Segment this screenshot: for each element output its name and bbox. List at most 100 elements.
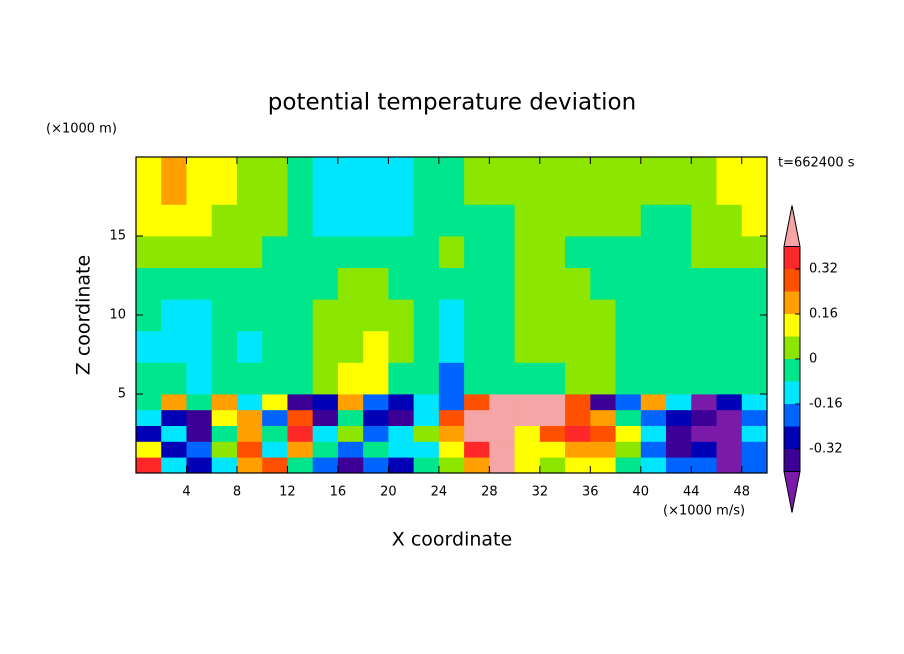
contour-cell xyxy=(312,362,339,395)
contour-cell xyxy=(211,157,238,205)
contour-cell xyxy=(464,204,490,237)
contour-cell xyxy=(741,457,768,474)
contour-cell xyxy=(388,236,415,268)
contour-cell xyxy=(136,409,162,426)
contour-cell xyxy=(565,457,591,474)
contour-cell xyxy=(186,425,213,442)
colorbar-tick-label: -0.32 xyxy=(809,442,843,457)
contour-cell xyxy=(640,394,667,411)
contour-cell xyxy=(716,299,743,332)
contour-cell xyxy=(388,457,415,474)
contour-cell xyxy=(287,204,314,237)
contour-cell xyxy=(211,362,238,395)
contour-cell xyxy=(489,457,515,474)
contour-cell xyxy=(262,299,288,332)
colorbar-segment xyxy=(784,291,800,314)
contour-cell xyxy=(590,362,616,395)
contour-cell xyxy=(514,204,541,237)
contour-cell xyxy=(413,330,440,363)
contour-cell xyxy=(312,204,339,237)
contour-cell xyxy=(489,441,515,458)
contour-cell xyxy=(716,157,743,205)
contour-cell xyxy=(438,157,465,205)
contour-cell xyxy=(136,204,162,237)
contour-cell xyxy=(161,409,187,426)
contour-cell xyxy=(262,409,288,426)
contour-cell xyxy=(666,457,692,474)
contour-cell xyxy=(741,330,768,363)
contour-cell xyxy=(211,204,238,237)
x-tick-label: 24 xyxy=(431,485,448,500)
contour-cell xyxy=(287,299,314,332)
contour-cell xyxy=(539,204,566,237)
contour-cell xyxy=(590,267,616,300)
contour-cell xyxy=(565,441,591,458)
colorbar-tick-label: 0.16 xyxy=(809,307,838,322)
contour-cell xyxy=(186,236,213,268)
contour-cell xyxy=(489,204,515,237)
contour-cell xyxy=(615,267,642,300)
contour-cell xyxy=(691,299,717,332)
contour-cell xyxy=(438,457,465,474)
contour-cell xyxy=(590,330,616,363)
time-annotation: t=662400 s xyxy=(778,156,855,171)
contour-cell xyxy=(388,441,415,458)
contour-cell xyxy=(438,236,465,268)
contour-cell xyxy=(312,157,339,205)
colorbar-segment xyxy=(784,404,800,427)
contour-cell xyxy=(640,204,667,237)
contour-cell xyxy=(666,267,692,300)
contour-cell xyxy=(211,457,238,474)
contour-cell xyxy=(287,157,314,205)
contour-cell xyxy=(539,425,566,442)
y-tick-label: 15 xyxy=(109,229,126,244)
contour-cell xyxy=(161,330,187,363)
colorbar-extend-low xyxy=(783,471,801,513)
contour-cell xyxy=(413,457,440,474)
contour-cell xyxy=(489,394,515,411)
contour-cell xyxy=(211,425,238,442)
contour-cell xyxy=(514,330,541,363)
contour-cell xyxy=(287,409,314,426)
contour-cell xyxy=(565,330,591,363)
contour-cell xyxy=(363,362,389,395)
contour-cell xyxy=(363,267,389,300)
contour-cell xyxy=(464,299,490,332)
contour-cell xyxy=(565,267,591,300)
contour-cell xyxy=(161,236,187,268)
contour-cell xyxy=(413,299,440,332)
contour-cell xyxy=(312,394,339,411)
contour-cell xyxy=(514,299,541,332)
contour-cell xyxy=(741,157,768,205)
contour-cell xyxy=(136,441,162,458)
contour-cell xyxy=(741,425,768,442)
contour-cell xyxy=(287,236,314,268)
contour-cell xyxy=(464,425,490,442)
contour-cell xyxy=(464,362,490,395)
contour-cell xyxy=(287,425,314,442)
chart-title: potential temperature deviation xyxy=(268,90,636,116)
contour-cell xyxy=(337,236,364,268)
contour-cell xyxy=(388,394,415,411)
contour-cell xyxy=(211,441,238,458)
x-tick-label: 20 xyxy=(380,485,397,500)
contour-cell xyxy=(363,425,389,442)
contour-cell xyxy=(363,409,389,426)
contour-cell xyxy=(539,330,566,363)
colorbar-segment xyxy=(784,269,800,292)
contour-cell xyxy=(211,299,238,332)
contour-cell xyxy=(716,204,743,237)
colorbar-segment xyxy=(784,359,800,382)
contour-cell xyxy=(565,425,591,442)
contour-cell xyxy=(136,394,162,411)
contour-cell xyxy=(565,299,591,332)
contour-cell xyxy=(640,425,667,442)
x-tick-label: 32 xyxy=(532,485,549,500)
contour-cell xyxy=(539,157,566,205)
contour-cell xyxy=(161,441,187,458)
contour-cell xyxy=(489,425,515,442)
contour-cell xyxy=(312,267,339,300)
contour-cell xyxy=(716,441,743,458)
contour-cell xyxy=(666,362,692,395)
